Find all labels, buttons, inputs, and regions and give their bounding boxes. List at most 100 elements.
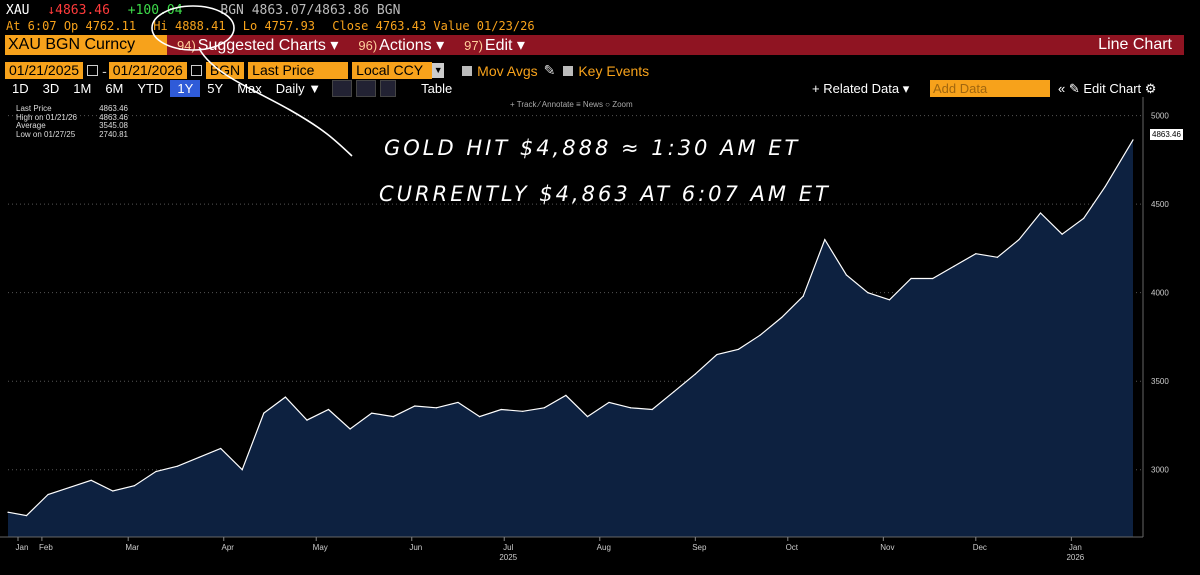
mov-avgs-label: Mov Avgs — [477, 62, 538, 79]
annotation-line-2: CURRENTLY $4,863 AT 6:07 AM ET — [379, 182, 831, 206]
period-6m[interactable]: 6M — [105, 81, 124, 96]
add-data-input[interactable]: Add Data — [930, 80, 1050, 97]
menu-actions[interactable]: 96) Actions ▾ — [358, 37, 445, 54]
data-point — [888, 299, 891, 301]
y-tick-label: 3500 — [1151, 377, 1169, 386]
data-point — [392, 416, 394, 418]
data-point — [694, 373, 696, 375]
period-1y[interactable]: 1Y — [170, 80, 201, 97]
start-date-input[interactable]: 01/21/2025 — [5, 62, 84, 79]
y-tick-label: 3000 — [1151, 466, 1169, 475]
x-tick-label: Jan — [1069, 543, 1082, 552]
data-point — [327, 408, 330, 411]
bar-chart-icon[interactable] — [356, 80, 377, 97]
table-button[interactable]: Table — [421, 81, 453, 96]
x-tick-label: Dec — [973, 543, 987, 552]
quote-time: At 6:07 — [6, 19, 57, 33]
data-point — [932, 277, 934, 280]
period-5y[interactable]: 5Y — [207, 81, 224, 96]
frequency-select[interactable]: Daily ▼ — [275, 81, 322, 96]
legend-high: High on 01/21/26 4863.46 — [16, 112, 128, 122]
data-point — [478, 416, 481, 418]
data-point — [845, 274, 847, 276]
legend-low: Low on 01/27/25 2740.81 — [16, 129, 128, 139]
x-tick-label: Sep — [692, 543, 707, 552]
data-point — [673, 391, 675, 393]
menu-edit[interactable]: 97) Edit ▾ — [464, 37, 525, 54]
data-point — [975, 253, 977, 255]
period-1m[interactable]: 1M — [73, 81, 92, 96]
key-events-label: Key Events — [578, 62, 650, 79]
close-price: Close 4763.43 — [332, 19, 427, 33]
quote-stats: At 6:07 Op 4762.11 Hi 4888.41 Lo 4757.93… — [6, 19, 535, 34]
chart-type-label[interactable]: Line Chart — [1098, 36, 1172, 53]
data-point — [133, 485, 135, 487]
y-tick-label: 4000 — [1151, 289, 1169, 298]
chart-controls: 01/21/2025 - 01/21/2026 BGN Last Price L… — [5, 62, 649, 79]
data-point — [25, 514, 28, 517]
data-point — [1083, 217, 1085, 219]
x-tick-label: May — [313, 543, 328, 552]
mov-avgs-checkbox[interactable] — [462, 65, 473, 76]
y-axis: 3000 3500 4000 4500 5000 — [7, 97, 1169, 537]
quote-header: XAU ↓4863.46 +100.04 BGN 4863.07/4863.86… — [6, 3, 400, 19]
data-point — [522, 410, 524, 412]
period-ytd[interactable]: YTD — [137, 81, 164, 96]
x-tick-label: Aug — [597, 543, 611, 552]
data-point — [7, 511, 9, 513]
x-tick-label: Jun — [409, 543, 422, 552]
data-point — [586, 416, 589, 418]
bid-ask: BGN 4863.07/4863.86 BGN — [220, 3, 401, 18]
data-point — [349, 428, 351, 430]
x-tick-label: Jan — [16, 543, 29, 552]
ticker: XAU — [6, 3, 30, 18]
chart-mini-toolbar[interactable]: + Track ⁄ Annotate ≡ News ○ Zoom — [510, 100, 633, 109]
calendar-icon[interactable] — [190, 65, 202, 76]
related-data-button[interactable]: + Related Data ▾ — [812, 81, 910, 96]
key-events-checkbox[interactable] — [563, 65, 574, 76]
data-point — [220, 447, 222, 450]
data-point — [457, 401, 459, 404]
open-price: Op 4762.11 — [63, 19, 137, 33]
x-axis: Jan Feb Mar Apr May Jun Jul Aug Sep Oct Nov Dec Jan2… — [0, 536, 1143, 562]
y-tick-label: 5000 — [1151, 112, 1169, 121]
data-point — [608, 401, 610, 404]
data-point — [47, 493, 49, 496]
value-date: Value 01/23/26 — [433, 19, 535, 33]
field-select[interactable]: Last Price — [248, 62, 349, 79]
data-point — [414, 405, 416, 407]
x-year-label: 2025 — [499, 553, 517, 562]
data-point — [781, 316, 783, 319]
data-point — [306, 419, 308, 421]
x-tick-label: Jul — [503, 543, 513, 552]
chevron-down-icon[interactable] — [380, 80, 397, 97]
period-3d[interactable]: 3D — [42, 81, 60, 96]
x-tick-label: Nov — [880, 543, 894, 552]
end-date-input[interactable]: 01/21/2026 — [108, 62, 187, 79]
data-point — [155, 470, 157, 473]
last-value-tag: 4863.46 — [1150, 129, 1183, 140]
data-point — [284, 396, 286, 398]
period-1d[interactable]: 1D — [12, 81, 29, 96]
data-point — [176, 465, 179, 467]
currency-select[interactable]: Local CCY — [352, 62, 433, 79]
low-price: Lo 4757.93 — [242, 19, 316, 33]
price-chart[interactable]: 3000 3500 4000 4500 5000 Jan Feb Mar Apr May Jun J… — [0, 97, 1200, 575]
data-point — [630, 407, 632, 409]
data-point — [802, 295, 804, 297]
data-point — [651, 408, 653, 411]
data-point — [716, 354, 718, 356]
x-tick-label: Feb — [39, 543, 53, 552]
price-change: +100.04 — [127, 3, 183, 18]
security-field[interactable]: XAU BGN Curncy — [5, 35, 167, 55]
line-chart-icon[interactable] — [332, 80, 353, 97]
data-point — [1039, 212, 1042, 214]
calendar-icon[interactable] — [87, 65, 99, 76]
pencil-icon[interactable]: ✎ — [543, 62, 556, 78]
legend-average: Average 3545.08 — [16, 121, 128, 130]
data-point — [435, 407, 438, 409]
period-controls: 1D 3D 1M 6M YTD 1Y 5Y Max Daily ▼ Table — [5, 80, 459, 97]
chevron-down-icon[interactable]: ▼ — [432, 63, 445, 78]
edit-chart-button[interactable]: « ✎ Edit Chart ⚙ — [1058, 81, 1157, 96]
